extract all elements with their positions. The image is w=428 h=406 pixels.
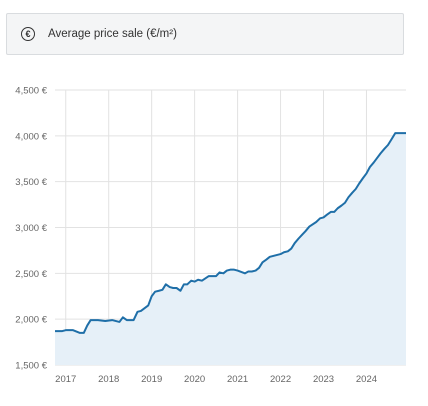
y-tick-label: 4,000 € [15,131,47,142]
price-line [55,132,406,334]
price-area-fill [55,133,406,365]
x-tick-label: 2021 [227,374,248,385]
x-tick-label: 2022 [270,374,291,385]
y-tick-label: 1,500 € [15,361,47,372]
x-tick-label: 2024 [356,374,377,385]
x-tick-label: 2019 [141,374,162,385]
x-tick-label: 2020 [184,374,205,385]
metric-selector[interactable]: € Average price sale (€/m²) [6,13,404,55]
x-tick-label: 2018 [98,374,119,385]
y-tick-label: 4,500 € [15,86,47,97]
y-tick-label: 2,500 € [15,269,47,280]
euro-circle-icon: € [21,27,35,41]
x-tick-label: 2023 [313,374,334,385]
y-tick-label: 2,000 € [15,315,47,326]
y-tick-label: 3,000 € [15,223,47,234]
y-axis-ticks: 1,500 € 2,000 € 2,500 € 3,000 € 3,500 € 4,000… [15,86,47,372]
y-tick-label: 3,500 € [15,177,47,188]
x-tick-label: 2017 [55,374,76,385]
metric-selector-label: Average price sale (€/m²) [48,28,177,40]
x-axis-ticks: 2017 2018 2019 2020 2021 2022 2023 2024 [55,374,377,385]
